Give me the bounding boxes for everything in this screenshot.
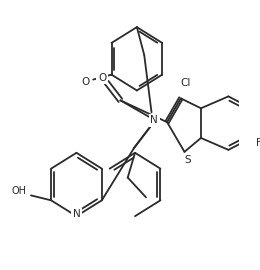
Text: O: O xyxy=(98,73,106,83)
Text: N: N xyxy=(150,115,158,125)
Text: N: N xyxy=(73,209,80,219)
Text: Cl: Cl xyxy=(180,77,191,87)
Text: O: O xyxy=(82,77,90,87)
Text: S: S xyxy=(184,155,191,165)
Text: F: F xyxy=(256,138,260,148)
Text: OH: OH xyxy=(11,186,27,196)
